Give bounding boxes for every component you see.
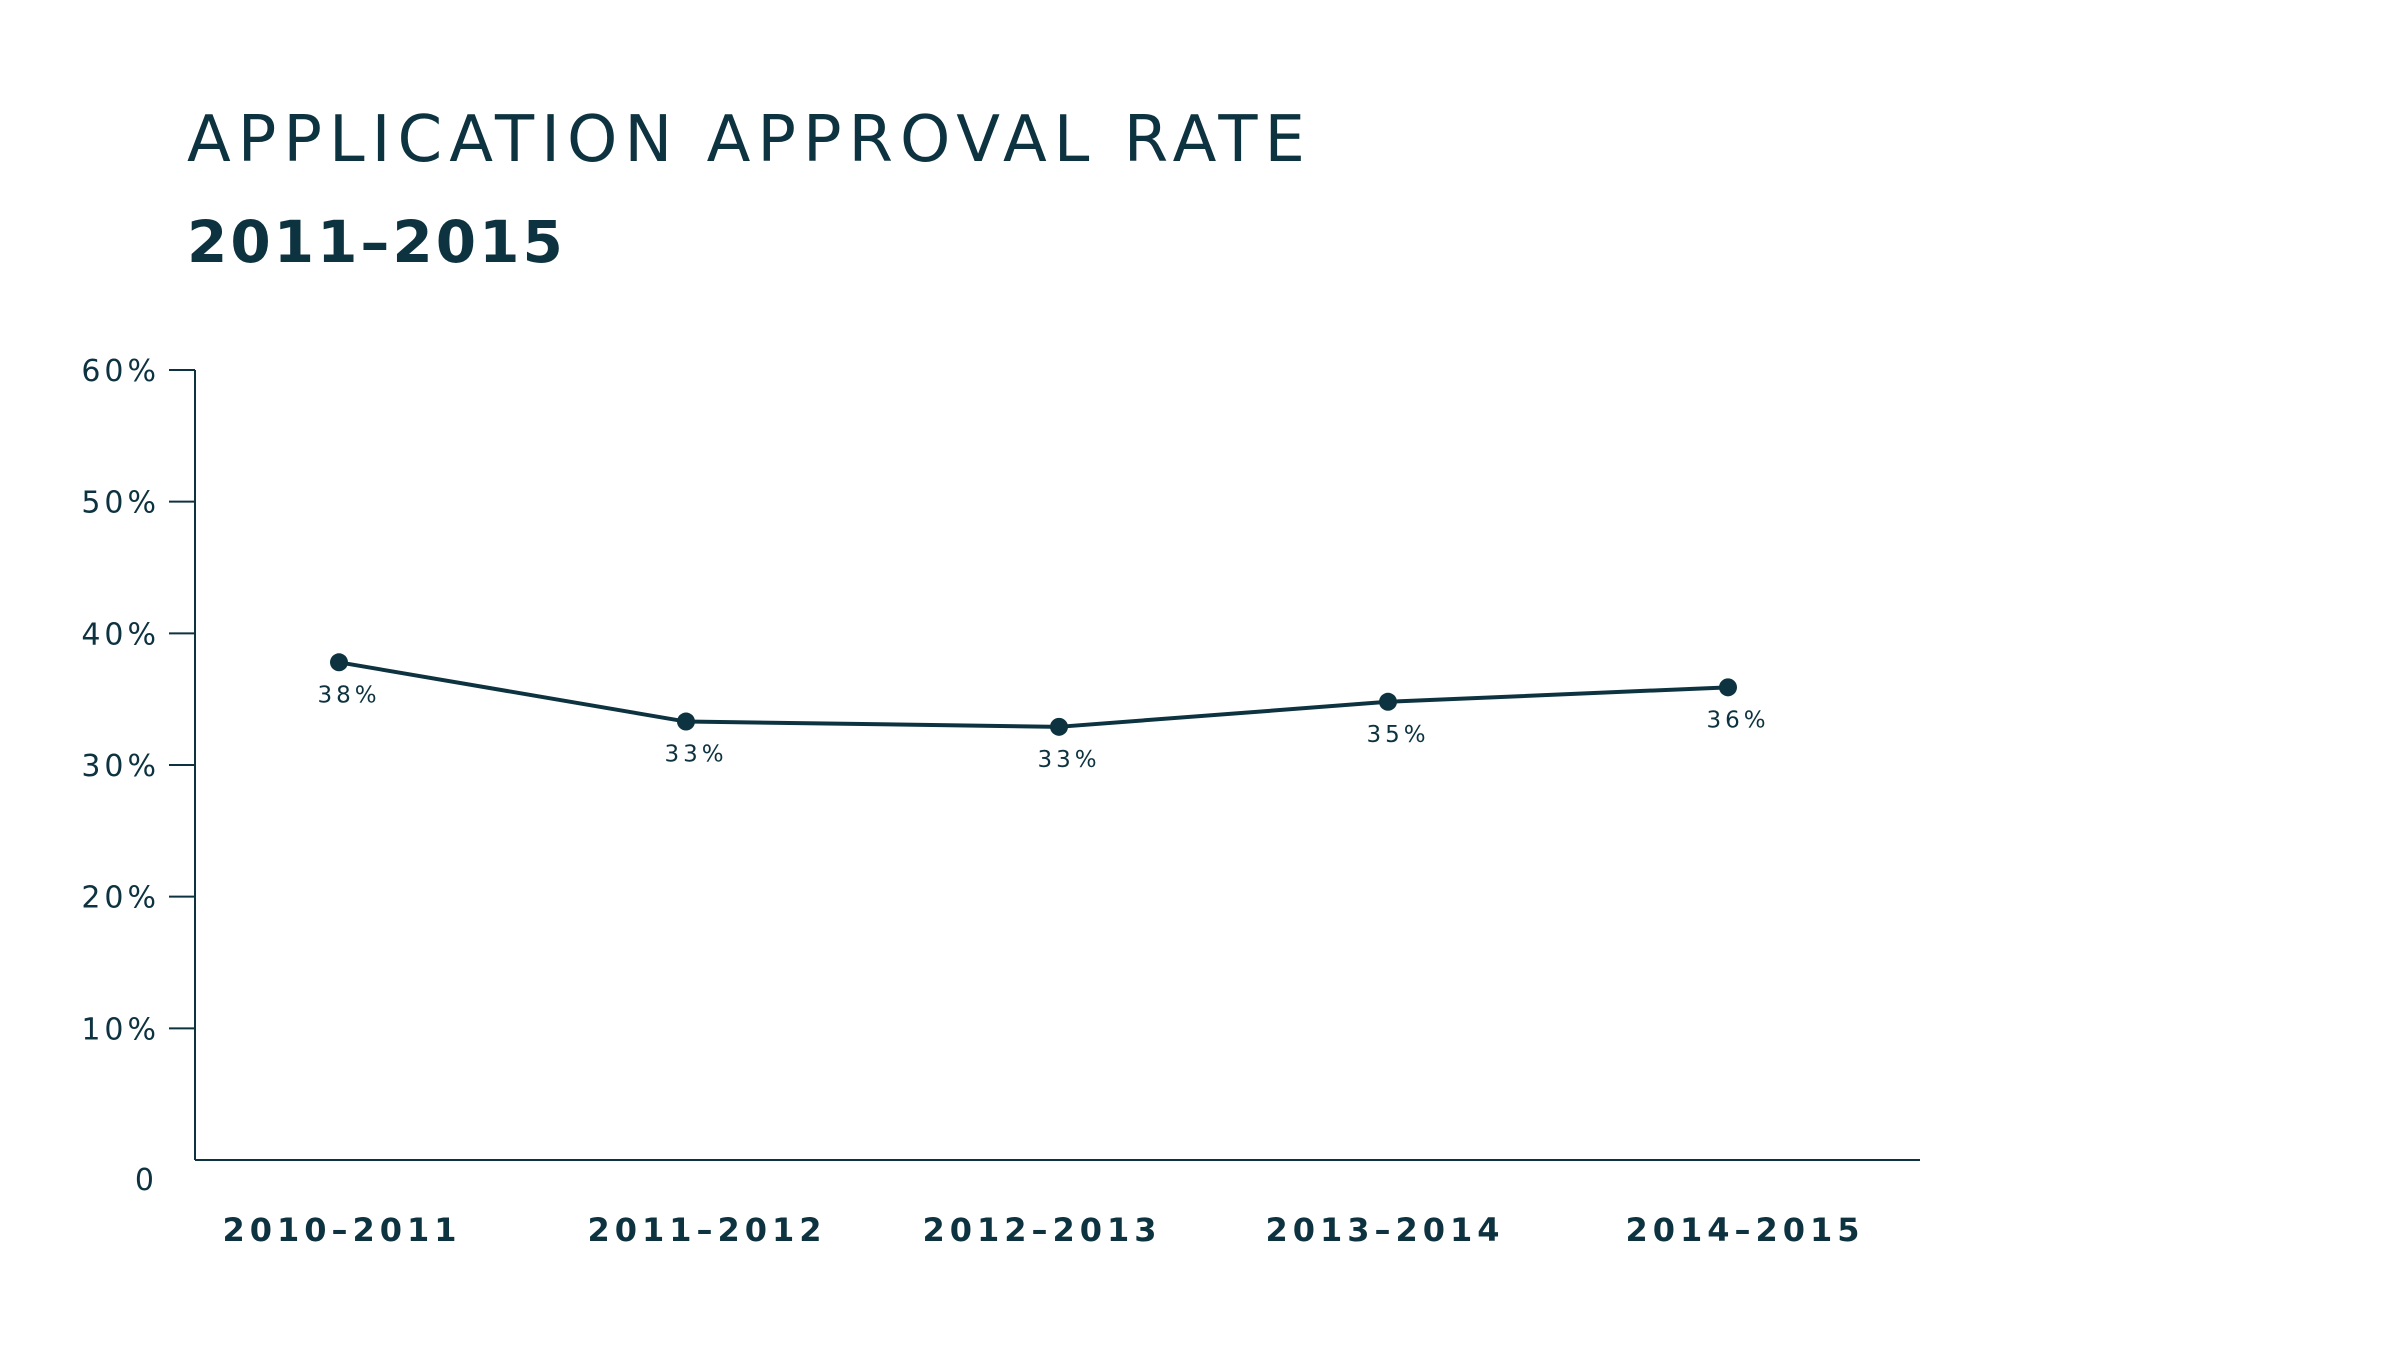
- series-line-group: [338, 660, 1729, 729]
- data-label: 35%: [1366, 722, 1429, 748]
- y-tick-label: 10%: [81, 1012, 160, 1047]
- data-label: 36%: [1706, 707, 1769, 733]
- y-tick-label: 40%: [81, 617, 160, 652]
- y-tick-label: 50%: [81, 486, 160, 521]
- data-label: 33%: [1037, 747, 1100, 773]
- y-tick-label: 30%: [81, 749, 160, 784]
- chart-title: APPLICATION APPROVAL RATE: [187, 103, 1312, 177]
- data-point: [330, 653, 348, 672]
- x-tick-label: 2014–2015: [1625, 1211, 1864, 1249]
- y-tick-label: 60%: [81, 354, 160, 389]
- data-label: 38%: [317, 682, 380, 708]
- x-tick-label: 2012–2013: [922, 1211, 1161, 1249]
- data-point: [1719, 678, 1737, 697]
- data-point: [677, 712, 695, 731]
- data-point: [1050, 717, 1068, 736]
- y-axis: 0 10% 20% 30% 40% 50% 60%: [81, 354, 196, 1198]
- data-labels: 38% 33% 33% 35% 36%: [317, 682, 1769, 773]
- x-tick-label: 2011–2012: [587, 1211, 826, 1249]
- chart-subtitle: 2011–2015: [187, 208, 566, 276]
- x-tick-label: 2010–2011: [222, 1211, 461, 1249]
- y-tick-label: 0: [135, 1163, 158, 1198]
- x-tick-label: 2013–2014: [1265, 1211, 1504, 1249]
- series-line: [338, 660, 1729, 729]
- data-points: [330, 653, 1737, 736]
- x-axis: 2010–2011 2011–2012 2012–2013 2013–2014 2014…: [195, 1159, 1920, 1249]
- data-point: [1379, 692, 1397, 711]
- data-label: 33%: [664, 742, 727, 768]
- y-tick-label: 20%: [81, 881, 160, 916]
